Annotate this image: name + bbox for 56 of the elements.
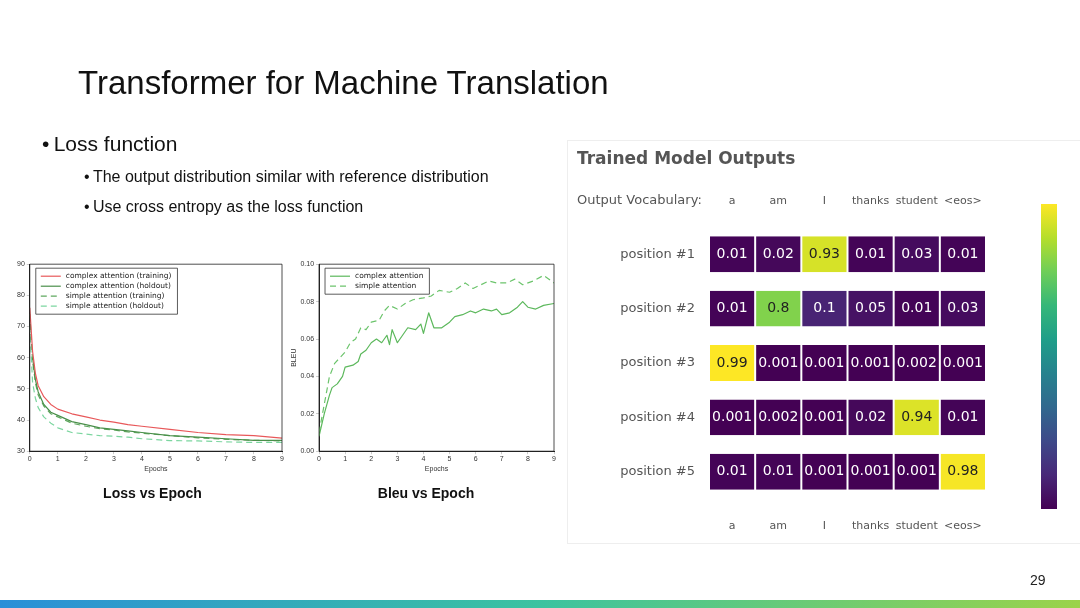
data-label: 0.001 [850,462,891,479]
data-label: 0.03 [947,299,979,316]
x-tick-label: am [769,193,787,207]
y-tick-label: position #5 [620,463,695,479]
data-label: 0.01 [855,244,887,261]
data-label: 0.03 [901,244,933,261]
text: Transformer for Machine Translation [78,64,609,102]
data-label: 0.01 [947,244,979,261]
data-label: 0.02 [762,244,794,261]
y-tick-label: position #2 [620,299,695,315]
x-tick-label: thanks [852,193,890,207]
y-tick-label: position #3 [620,354,695,370]
data-label: 0.01 [901,299,933,316]
data-label: 0.001 [758,353,799,370]
data-label: 0.001 [712,408,753,425]
data-label: 0.01 [716,462,748,479]
chart-title: Trained Model Outputs [577,148,796,168]
text: Loss vs Epoch [102,485,203,501]
data-label: 0.002 [896,353,937,370]
x-tick-label: a [728,193,736,207]
category-label: am [769,518,787,532]
text: Bleu vs Epoch [376,485,476,501]
data-label: 0.01 [947,408,979,425]
data-label: 0.01 [762,462,794,479]
data-label: 0.93 [808,244,840,261]
data-label: 0.01 [716,244,748,261]
data-label: 0.002 [758,408,799,425]
data-label: 0.001 [850,353,891,370]
data-label: 0.001 [804,462,845,479]
data-label: 0.001 [804,353,845,370]
y-tick-label: position #4 [620,408,695,424]
data-label: 0.001 [942,353,983,370]
text: • Loss function [42,132,178,155]
text: • The output distribution similar with reference distribution [84,168,490,186]
category-label: I [822,518,827,532]
x-axis-title: Output Vocabulary: [577,192,702,208]
x-tick-label: I [822,193,827,207]
category-label: student [895,518,938,532]
text: 29 [1030,572,1046,588]
data-label: 0.94 [901,408,933,425]
data-label: 0.8 [767,299,790,316]
category-label: thanks [852,518,890,532]
data-label: 0.05 [855,299,887,316]
data-label: 0.02 [855,408,887,425]
category-label: <eos> [944,518,982,532]
y-tick-label: position #1 [620,245,695,261]
x-tick-label: <eos> [944,193,982,207]
data-label: 0.001 [896,462,937,479]
data-label: 0.001 [804,408,845,425]
data-label: 0.1 [813,299,836,316]
category-label: a [728,518,736,532]
x-tick-label: student [895,193,939,207]
data-label: 0.01 [716,299,748,316]
data-label: 0.99 [716,353,748,370]
data-label: 0.98 [947,462,979,479]
text: • Use cross entropy as the loss function [84,198,365,216]
